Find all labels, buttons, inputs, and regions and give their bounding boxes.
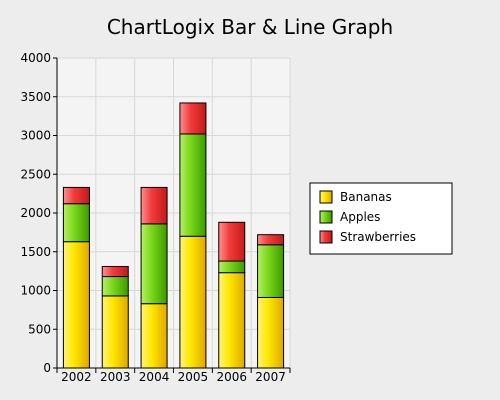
chart-title: ChartLogix Bar & Line Graph — [107, 15, 393, 39]
bar-strawberries-2007 — [257, 234, 285, 246]
bar-strawberries-2006 — [218, 221, 246, 262]
y-tick-label: 3500 — [20, 90, 51, 104]
bar-bananas-2005 — [179, 235, 207, 369]
x-tick-label: 2002 — [61, 370, 92, 384]
y-tick-label: 0 — [43, 361, 51, 375]
grid — [57, 57, 291, 368]
legend-label-bananas: Bananas — [340, 190, 392, 204]
bar-apples-2005 — [179, 133, 207, 237]
bar-apples-2002 — [62, 203, 90, 243]
legend-label-apples: Apples — [340, 210, 380, 224]
bar-apples-2007 — [257, 244, 285, 298]
bar-bananas-2007 — [257, 296, 285, 369]
y-tick-label: 1000 — [20, 284, 51, 298]
x-tick-label: 2005 — [178, 370, 209, 384]
legend-swatch-apples — [319, 210, 333, 224]
axes: 0 500 1000 1500 2000 2500 3000 3500 4000 2002 2003… — [20, 51, 291, 384]
bar-apples-2004 — [140, 223, 168, 305]
bar-apples-2003 — [101, 276, 129, 297]
legend-box — [309, 182, 453, 255]
legend: Bananas Apples Strawberries — [309, 182, 453, 255]
bar-strawberries-2003 — [101, 265, 129, 278]
x-tick-label: 2006 — [216, 370, 247, 384]
bar-strawberries-2005 — [179, 102, 207, 135]
bars — [62, 102, 285, 369]
bar-strawberries-2004 — [140, 186, 168, 225]
bar-bananas-2006 — [218, 272, 246, 369]
y-tick-label: 500 — [28, 322, 51, 336]
bar-apples-2006 — [218, 260, 246, 274]
bar-bananas-2004 — [140, 303, 168, 369]
y-tick-label: 2000 — [20, 206, 51, 220]
x-tick-label: 2007 — [255, 370, 286, 384]
y-tick-label: 4000 — [20, 51, 51, 65]
x-tick-label: 2004 — [139, 370, 170, 384]
bar-bananas-2003 — [101, 295, 129, 369]
bar-strawberries-2002 — [62, 186, 90, 205]
y-tick-label: 1500 — [20, 245, 51, 259]
legend-label-strawberries: Strawberries — [340, 230, 416, 244]
x-tick-label: 2003 — [100, 370, 131, 384]
legend-swatch-strawberries — [319, 230, 333, 244]
legend-swatch-bananas — [319, 190, 333, 204]
y-tick-label: 3000 — [20, 129, 51, 143]
bar-bananas-2002 — [62, 241, 90, 369]
y-tick-label: 2500 — [20, 167, 51, 181]
